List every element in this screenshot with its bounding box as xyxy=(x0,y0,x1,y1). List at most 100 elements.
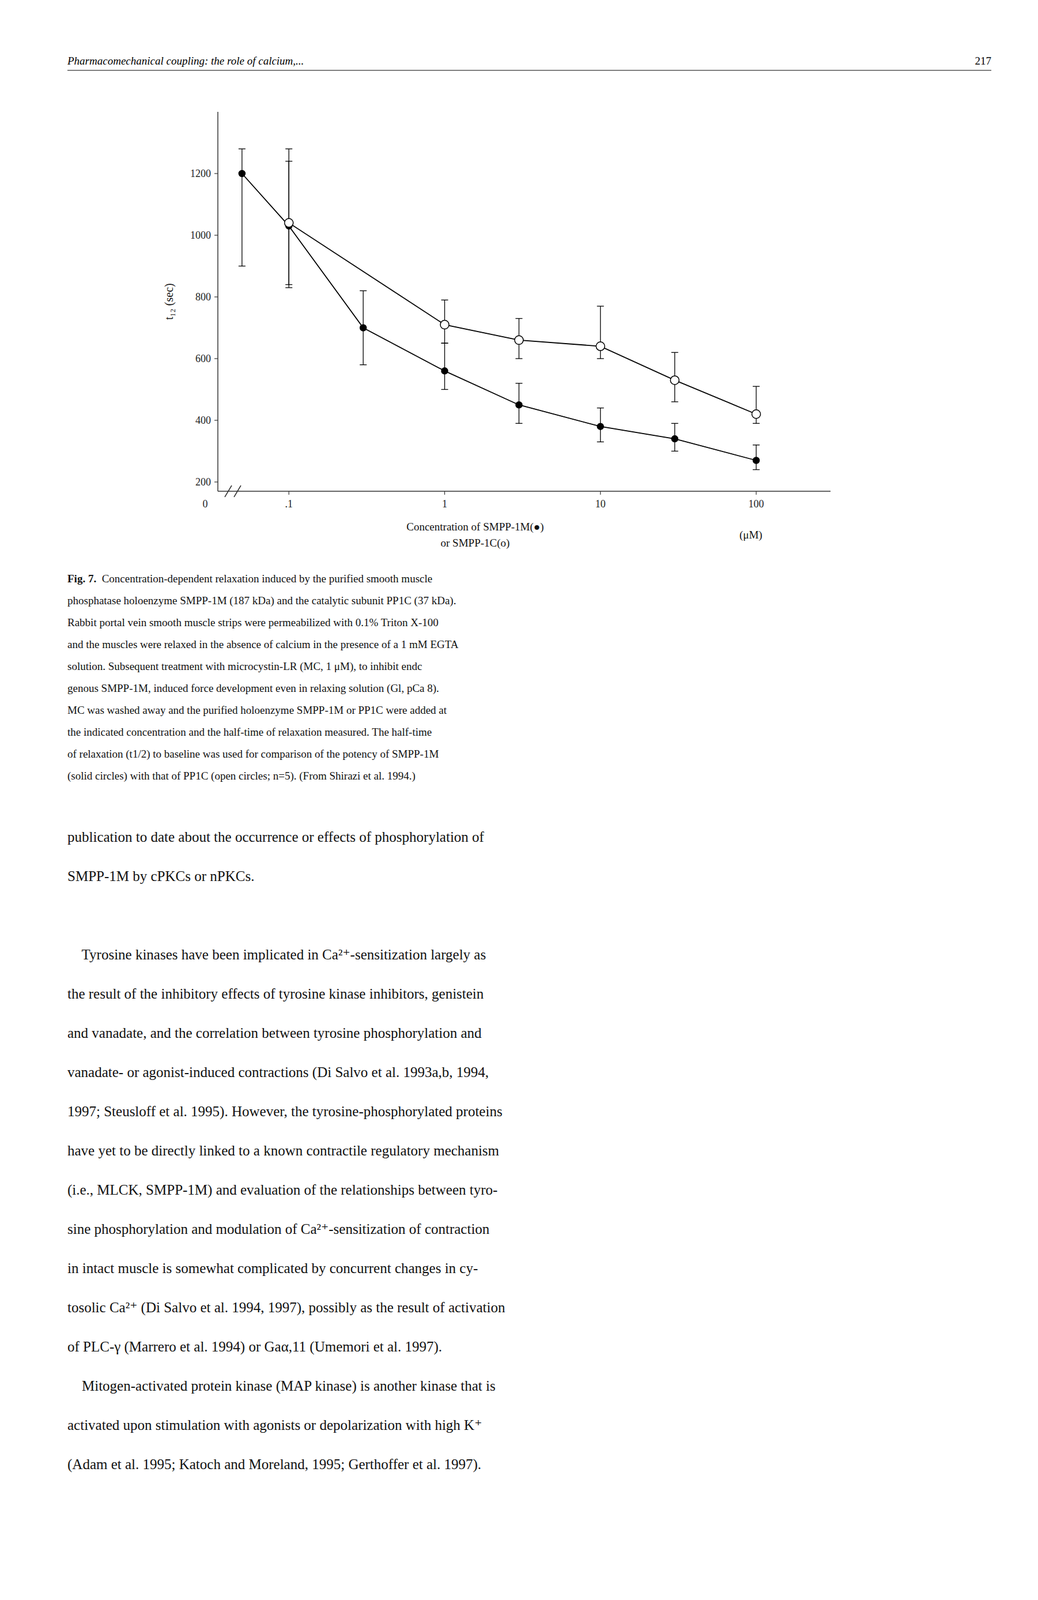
error-bar-cap xyxy=(359,290,367,292)
x-tick-label: 10 xyxy=(595,497,606,510)
error-bar-cap xyxy=(359,364,367,365)
point xyxy=(515,401,523,409)
body-line: publication to date about the occurrence… xyxy=(67,828,485,845)
error-bar-cap xyxy=(597,305,605,307)
caption-line: (solid circles) with that of PP1C (open … xyxy=(67,769,416,783)
error-bar-cap xyxy=(671,401,679,402)
caption-text: solution. Subsequent treatment with micr… xyxy=(67,659,422,673)
x-axis-label: Concentration of SMPP-1M(●) xyxy=(406,520,544,534)
error-bar-cap xyxy=(597,441,605,443)
header-right: 217 xyxy=(975,54,992,67)
caption-line: the indicated concentration and the half… xyxy=(67,725,432,738)
error-bar-cap xyxy=(597,407,605,409)
body-line: (i.e., MLCK, SMPP-1M) and evaluation of … xyxy=(67,1181,498,1198)
x-tick-label: .1 xyxy=(284,497,293,510)
y-axis-label: t₁₂ (sec) xyxy=(162,282,176,320)
error-bar-cap xyxy=(440,299,448,301)
body-line: vanadate- or agonist-induced contraction… xyxy=(67,1063,489,1081)
error-bar-cap xyxy=(597,357,605,359)
point xyxy=(360,324,367,331)
point xyxy=(597,423,604,430)
error-bar-cap xyxy=(752,385,760,387)
body-line: have yet to be directly linked to a know… xyxy=(67,1142,500,1158)
error-bar xyxy=(238,148,246,266)
y-tick-label: 1000 xyxy=(190,229,211,241)
x-tick xyxy=(444,491,445,495)
body-line: Tyrosine kinases have been implicated in… xyxy=(67,946,486,962)
y-tick-label: 800 xyxy=(195,291,211,303)
x-tick xyxy=(599,491,601,495)
caption-text: Concentration-dependent relaxation induc… xyxy=(96,572,433,585)
series xyxy=(284,161,761,424)
caption-line: Fig. 7. Concentration-dependent relaxati… xyxy=(67,572,433,585)
body-line: Mitogen-activated protein kinase (MAP ki… xyxy=(67,1377,496,1394)
axis-break xyxy=(224,485,232,497)
caption-text: MC was washed away and the purified holo… xyxy=(67,703,448,716)
error-bar-cap xyxy=(238,148,246,150)
body-line: (Adam et al. 1995; Katoch and Moreland, … xyxy=(67,1455,482,1472)
y-tick-label: 600 xyxy=(195,352,211,365)
x-tick xyxy=(755,491,757,495)
background xyxy=(0,0,1038,1600)
error-bar-cap xyxy=(515,423,523,424)
body-text: publication to date about the occurrence… xyxy=(67,828,506,1472)
caption-line: phosphatase holoenzyme SMPP-1M (187 kDa)… xyxy=(67,594,456,607)
caption-bold: Fig. 7. xyxy=(67,572,97,585)
error-bar xyxy=(671,423,679,451)
caption-line: solution. Subsequent treatment with micr… xyxy=(67,659,422,673)
error-bar xyxy=(440,342,448,390)
y-tick xyxy=(214,172,218,174)
axes: 20040060080010001200.11101000 xyxy=(190,111,831,510)
body-line: of PLC-γ (Marrero et al. 1994) or Gaα,11… xyxy=(67,1338,443,1355)
y-tick xyxy=(214,419,218,421)
body-line: SMPP-1M by cPKCs or nPKCs. xyxy=(67,867,255,884)
error-bar-cap xyxy=(752,423,760,424)
caption-line: genous SMPP-1M, induced force developmen… xyxy=(67,681,440,695)
point xyxy=(514,335,524,345)
error-bar xyxy=(359,290,367,365)
error-bar-cap xyxy=(440,389,448,390)
error-bar-cap xyxy=(752,444,760,445)
point xyxy=(670,375,679,385)
point xyxy=(752,409,761,419)
point xyxy=(441,367,448,375)
body-line: 1997; Steusloff et al. 1995). However, t… xyxy=(67,1103,503,1120)
y-tick-label: 1200 xyxy=(190,167,211,180)
y-tick-label: 400 xyxy=(195,414,211,426)
error-bar xyxy=(752,444,760,470)
caption-line: MC was washed away and the purified holo… xyxy=(67,703,448,716)
y-tick xyxy=(214,296,218,297)
axis-break-label: 0 xyxy=(202,497,209,510)
header-rule xyxy=(67,70,992,71)
caption-text: (solid circles) with that of PP1C (open … xyxy=(67,769,416,783)
error-bar-cap xyxy=(440,342,448,344)
x-tick-label: 1 xyxy=(442,497,448,510)
point xyxy=(671,435,678,443)
caption-text: phosphatase holoenzyme SMPP-1M (187 kDa)… xyxy=(67,594,456,607)
error-bar-cap xyxy=(285,148,293,150)
point xyxy=(238,170,245,177)
error-bar-cap xyxy=(515,357,523,359)
error-bar-cap xyxy=(671,450,679,452)
caption-line: of relaxation (t1/2) to baseline was use… xyxy=(67,747,439,761)
point xyxy=(595,341,605,351)
error-bar-cap xyxy=(285,160,293,162)
point xyxy=(440,320,449,330)
error-bar xyxy=(515,383,523,424)
header: Pharmacomechanical coupling: the role of… xyxy=(66,54,992,71)
page: Pharmacomechanical coupling: the role of… xyxy=(0,0,1038,1600)
y-tick xyxy=(214,481,218,482)
body-line: and vanadate, and the correlation betwee… xyxy=(67,1024,482,1041)
caption-line: Rabbit portal vein smooth muscle strips … xyxy=(67,616,439,629)
caption-text: the indicated concentration and the half… xyxy=(67,725,432,738)
caption-text: of relaxation (t1/2) to baseline was use… xyxy=(67,747,439,761)
caption-text: genous SMPP-1M, induced force developmen… xyxy=(67,681,440,695)
error-bar-stem xyxy=(444,342,445,390)
body-line: sine phosphorylation and modulation of C… xyxy=(67,1220,490,1237)
error-bar-cap xyxy=(440,342,448,344)
body-line: the result of the inhibitory effects of … xyxy=(67,985,485,1002)
y-tick-label: 200 xyxy=(195,476,211,488)
error-bar-cap xyxy=(285,284,293,285)
x-axis-unit: (μM) xyxy=(739,528,763,542)
body-line: activated upon stimulation with agonists… xyxy=(67,1416,482,1433)
